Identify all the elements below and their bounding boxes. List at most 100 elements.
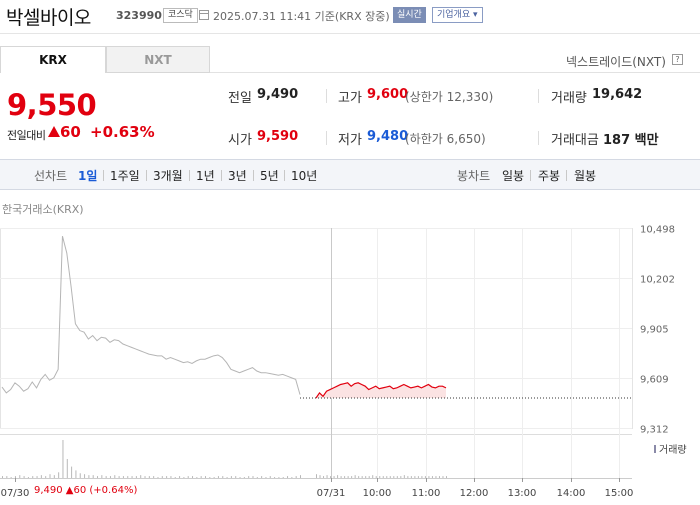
volume-bar xyxy=(109,476,111,478)
help-icon[interactable]: ? xyxy=(672,54,683,65)
volume-bar xyxy=(161,476,163,478)
volume-bar xyxy=(365,476,367,478)
y-tick-label: 10,202 xyxy=(640,275,675,286)
x-tick-label: 15:00 xyxy=(605,488,634,499)
volume-bar xyxy=(382,476,384,478)
x-tick-label: 11:00 xyxy=(412,488,441,499)
volume-bar xyxy=(148,476,150,478)
volume-bar xyxy=(32,476,34,478)
period-10y[interactable]: 10년 xyxy=(291,169,318,183)
volume-bar xyxy=(291,477,293,478)
x-tick-label: 13:00 xyxy=(508,488,537,499)
period-3m[interactable]: 3개월 xyxy=(153,169,183,183)
period-1w[interactable]: 1주일 xyxy=(110,169,140,183)
nextrade-link[interactable]: 넥스트레이드(NXT) xyxy=(566,55,666,69)
amount-label: 거래대금 xyxy=(551,133,599,148)
volume-bar xyxy=(114,475,116,478)
volume-bar xyxy=(40,475,42,478)
volume-bar xyxy=(421,476,423,478)
volume-bar xyxy=(49,474,51,478)
candle-daily[interactable]: 일봉 xyxy=(502,169,525,183)
volume-bar xyxy=(105,476,107,478)
open-label: 시가 xyxy=(228,133,252,148)
volume-bar xyxy=(347,476,349,478)
divider xyxy=(326,131,327,145)
period-3y[interactable]: 3년 xyxy=(228,169,247,183)
volume-bar xyxy=(379,476,381,478)
candle-monthly[interactable]: 월봉 xyxy=(574,169,597,183)
volume-bar xyxy=(122,476,124,478)
volume-bar xyxy=(27,477,29,478)
volume-bar xyxy=(300,475,301,478)
volume-bar xyxy=(428,476,430,478)
change-label: 전일대비 xyxy=(7,129,46,142)
y-tick-label: 9,609 xyxy=(640,375,669,386)
volume-bar xyxy=(326,475,328,478)
volume-bar xyxy=(351,476,353,478)
series-07-31 xyxy=(315,382,447,399)
candle-weekly[interactable]: 주봉 xyxy=(538,169,561,183)
volume-bar xyxy=(239,477,241,478)
volume-bar xyxy=(431,476,433,478)
stock-code: 323990 xyxy=(116,9,162,22)
volume-bar xyxy=(157,477,159,478)
x-tick-label: 12:00 xyxy=(460,488,489,499)
current-price: 9,550 xyxy=(7,88,97,122)
volume-bar xyxy=(75,470,77,478)
up-triangle-icon xyxy=(48,126,60,137)
volume-bar xyxy=(265,477,267,478)
x-tick-label: 07/31 xyxy=(317,488,346,499)
volume-bar xyxy=(23,476,25,478)
line-chart-label[interactable]: 선차트 xyxy=(34,169,68,183)
y-tick-label: 9,312 xyxy=(640,425,669,436)
volume-bar xyxy=(274,477,276,478)
volume-bar xyxy=(153,476,155,478)
x-tick-label: 07/30 xyxy=(1,488,30,499)
tab-krx[interactable]: KRX xyxy=(0,46,106,73)
volume-bar xyxy=(187,476,189,478)
period-1y[interactable]: 1년 xyxy=(196,169,215,183)
volume-bar xyxy=(79,473,81,478)
volume-bar xyxy=(230,476,232,478)
volume-bar xyxy=(217,476,219,478)
volume-bar xyxy=(14,476,16,478)
candle-chart-label[interactable]: 봉차트 xyxy=(457,169,491,183)
open-value: 9,590 xyxy=(257,129,299,144)
series-07-30 xyxy=(1,235,301,395)
volume-bar xyxy=(36,476,38,478)
volume-value: 19,642 xyxy=(592,87,643,102)
volume-bar xyxy=(192,476,194,478)
period-5y[interactable]: 5년 xyxy=(260,169,279,183)
stock-header: 박셀바이오 323990 코스닥 2025.07.31 11:41 기준(KRX… xyxy=(0,0,700,34)
prev-close-value: 9,490 xyxy=(257,87,299,102)
period-1d[interactable]: 1일 xyxy=(78,169,98,183)
volume-bar xyxy=(316,474,317,478)
volume-bar xyxy=(88,475,90,478)
volume-bar xyxy=(144,476,146,478)
volume-bar xyxy=(358,476,360,478)
volume-bar xyxy=(330,476,332,478)
volume-bar xyxy=(372,475,374,478)
y-tick-label: 9,905 xyxy=(640,325,669,336)
volume-legend-label: 거래량 xyxy=(659,444,687,456)
volume-bar xyxy=(166,476,168,478)
company-info-dropdown[interactable]: 기업개요 ▾ xyxy=(432,7,483,23)
volume-bar xyxy=(131,476,133,478)
realtime-button[interactable]: 실시간 xyxy=(393,7,426,23)
volume-bar xyxy=(256,477,258,478)
volume-bar xyxy=(361,476,363,478)
divider xyxy=(538,131,539,145)
volume-bar xyxy=(393,476,395,478)
volume-bar xyxy=(386,476,388,478)
volume-bar xyxy=(118,476,120,478)
volume-bar xyxy=(424,476,426,478)
volume-bar xyxy=(261,476,263,478)
tab-nxt[interactable]: NXT xyxy=(106,46,210,73)
volume-label: 거래량 xyxy=(551,91,587,106)
volume-bar xyxy=(213,477,215,478)
divider xyxy=(326,89,327,103)
volume-bar xyxy=(10,477,12,478)
volume-bar xyxy=(19,475,21,478)
date-text: 2025.07.31 11:41 기준(KRX 장중) xyxy=(213,10,390,23)
